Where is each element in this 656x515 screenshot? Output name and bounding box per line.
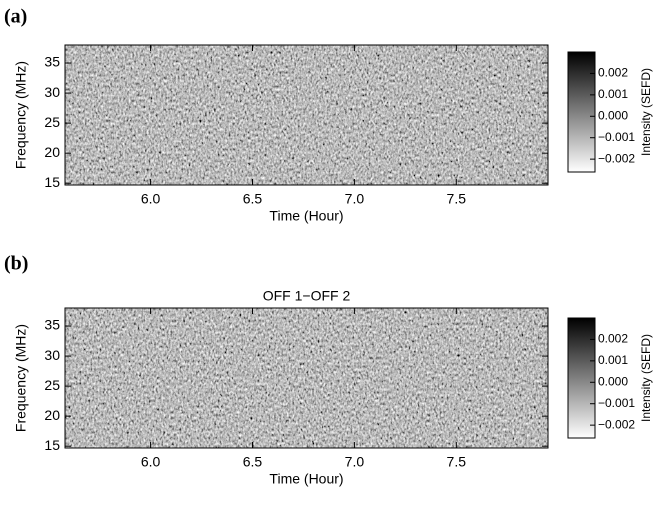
y-axis-label: Frequency (MHz) (13, 324, 29, 432)
colorbar (567, 51, 596, 173)
colorbar-label: Intensity (SEFD) (639, 68, 653, 156)
colorbar-tick-label: −0.001 (598, 130, 635, 144)
x-tick-label: 7.5 (447, 191, 467, 207)
colorbar-tick-label: 0.000 (598, 374, 628, 388)
x-tick-label: 7.5 (447, 454, 467, 470)
y-tick-label: 15 (44, 437, 60, 453)
colorbar-tick-label: −0.001 (598, 396, 635, 410)
panel-label: (b) (4, 253, 28, 275)
heatmap-texture (65, 45, 548, 185)
y-tick-label: 30 (44, 347, 60, 363)
colorbar-tick-label: 0.001 (598, 353, 628, 367)
x-axis-label: Time (Hour) (269, 208, 343, 224)
y-tick-label: 20 (44, 407, 60, 423)
colorbar (567, 317, 596, 439)
plot-frame (64, 44, 549, 186)
x-axis-label: Time (Hour) (269, 471, 343, 487)
y-tick-label: 20 (44, 144, 60, 160)
y-tick-label: 35 (44, 54, 60, 70)
panel-label: (a) (4, 6, 27, 28)
colorbar-tick-label: 0.002 (598, 332, 628, 346)
colorbar-tick-label: 0.000 (598, 108, 628, 122)
y-tick-label: 30 (44, 84, 60, 100)
colorbar-tick-label: 0.001 (598, 87, 628, 101)
chart-title: OFF 1−OFF 2 (263, 288, 351, 304)
x-tick-label: 7.0 (345, 191, 365, 207)
heatmap-texture (65, 308, 548, 448)
colorbar-tick-label: −0.002 (598, 151, 635, 165)
y-tick-label: 25 (44, 377, 60, 393)
colorbar-tick-label: 0.002 (598, 66, 628, 80)
x-tick-label: 6.0 (141, 454, 161, 470)
y-tick-label: 15 (44, 174, 60, 190)
colorbar-tick-label: −0.002 (598, 417, 635, 431)
plot-frame (64, 307, 549, 449)
y-axis-label: Frequency (MHz) (13, 61, 29, 169)
colorbar-label: Intensity (SEFD) (639, 334, 653, 422)
x-tick-label: 6.5 (243, 191, 263, 207)
y-tick-label: 35 (44, 317, 60, 333)
x-tick-label: 7.0 (345, 454, 365, 470)
x-tick-label: 6.0 (141, 191, 161, 207)
x-tick-label: 6.5 (243, 454, 263, 470)
y-tick-label: 25 (44, 114, 60, 130)
